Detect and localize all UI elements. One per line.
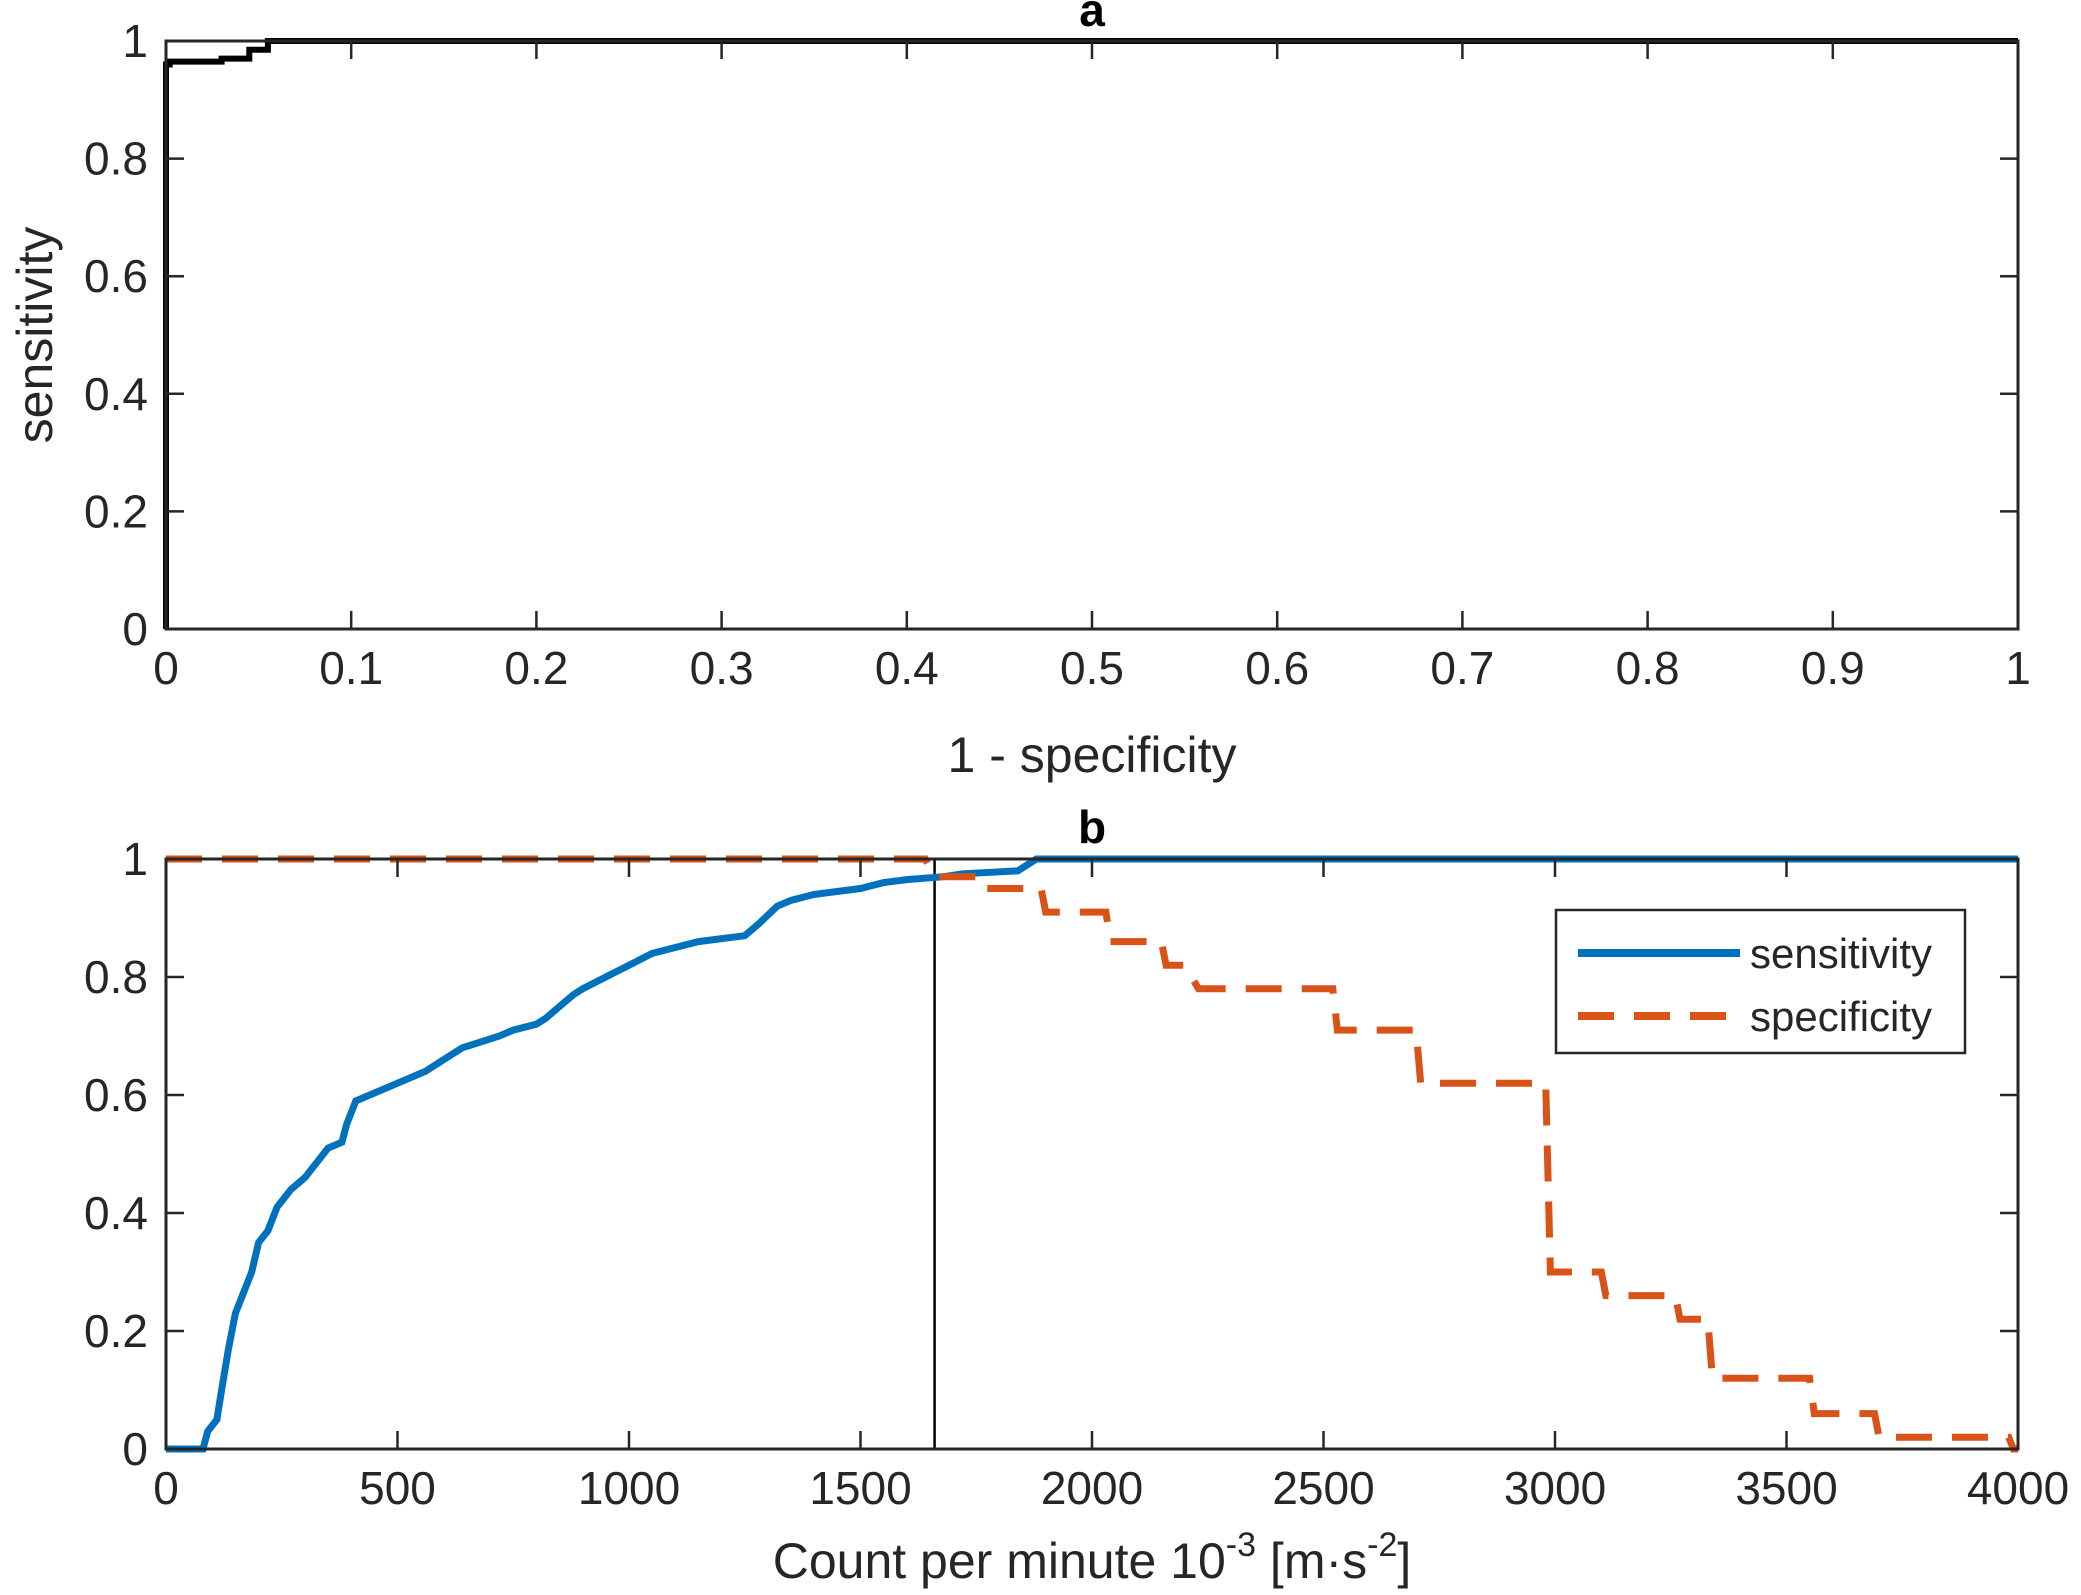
x-tick-label-b: 1000	[578, 1462, 680, 1514]
x-tick-label-a: 0.6	[1245, 642, 1309, 694]
legend-label-sensitivity: sensitivity	[1750, 930, 1932, 977]
series-line-a-0	[163, 38, 2018, 629]
x-tick-label-a: 0.8	[1616, 642, 1680, 694]
x-tick-label-a: 1	[2005, 642, 2031, 694]
x-tick-label-a: 0.7	[1430, 642, 1494, 694]
x-tick-label-a: 0.9	[1801, 642, 1865, 694]
x-tick-label-b: 500	[359, 1462, 436, 1514]
y-tick-label-a: 0.6	[84, 250, 148, 302]
x-axis-label-b-units-close: ]	[1397, 1533, 1411, 1589]
plot-area-a	[166, 41, 2018, 629]
y-tick-label-b: 0.4	[84, 1187, 148, 1239]
panel-a: 0 0.1 0.2 0.3 0.4 0.5 0.6 0.7 0.8 0.9 1 0 0.2 0.4 0.6 0…	[7, 0, 2031, 783]
y-tick-label-b: 0.6	[84, 1069, 148, 1121]
legend: sensitivity specificity	[1554, 908, 1967, 1055]
x-tick-label-b: 0	[153, 1462, 179, 1514]
y-tick-label-b: 1	[122, 833, 148, 885]
x-tick-label-b: 1500	[809, 1462, 911, 1514]
legend-label-specificity: specificity	[1750, 993, 1932, 1040]
x-axis-label-b-main: Count per minute 10	[773, 1533, 1226, 1589]
legend-box	[1554, 908, 1967, 1055]
x-axis-label-b-units-exponent: -2	[1367, 1526, 1397, 1564]
x-tick-label-b: 2000	[1041, 1462, 1143, 1514]
y-tick-label-a: 1	[122, 15, 148, 67]
y-tick-label-b: 0.2	[84, 1305, 148, 1357]
y-tick-label-b: 0.8	[84, 951, 148, 1003]
series-line-b-specificity	[166, 855, 2018, 1453]
y-tick-label-a: 0.8	[84, 133, 148, 185]
series-line-b-sensitivity	[166, 855, 2018, 1453]
y-tick-label-a: 0	[122, 603, 148, 655]
panel-b-title: b	[1078, 801, 1106, 853]
x-tick-label-a: 0.3	[690, 642, 754, 694]
x-tick-label-a: 0.4	[875, 642, 939, 694]
x-axis-label-b-units: [m·s	[1256, 1533, 1367, 1589]
x-axis-label-a: 1 - specificity	[948, 727, 1237, 783]
x-tick-label-a: 0.2	[504, 642, 568, 694]
x-tick-label-a: 0.5	[1060, 642, 1124, 694]
x-tick-label-b: 3000	[1504, 1462, 1606, 1514]
x-tick-label-a: 0	[153, 642, 179, 694]
y-tick-label-a: 0.4	[84, 368, 148, 420]
x-tick-label-a: 0.1	[319, 642, 383, 694]
x-tick-label-b: 4000	[1967, 1462, 2069, 1514]
y-tick-label-a: 0.2	[84, 485, 148, 537]
x-axis-label-b-exponent: -3	[1226, 1526, 1256, 1564]
y-tick-label-b: 0	[122, 1423, 148, 1475]
panel-b: 0 500 1000 1500 2000 2500 3000 3500 4000 0 0.2 0.4 0…	[84, 801, 2069, 1589]
x-axis-label-b: Count per minute 10-3 [m·s-2]	[773, 1526, 1412, 1589]
x-tick-label-b: 3500	[1735, 1462, 1837, 1514]
y-axis-label-a: sensitivity	[7, 227, 63, 444]
x-tick-label-b: 2500	[1272, 1462, 1374, 1514]
panel-a-title: a	[1079, 0, 1105, 36]
